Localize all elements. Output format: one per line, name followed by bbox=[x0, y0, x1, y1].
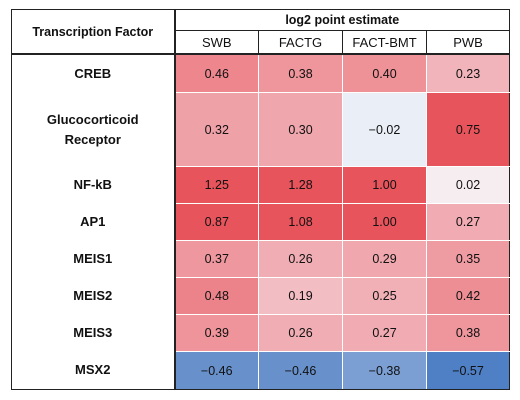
row-label: Glucocorticoid Receptor bbox=[11, 92, 176, 167]
row-label: MEIS1 bbox=[11, 240, 176, 278]
heatmap-cell: 1.00 bbox=[342, 166, 427, 205]
column-header: SWB bbox=[174, 30, 259, 55]
row-label: NF-kB bbox=[11, 166, 176, 204]
heatmap-cell: 0.87 bbox=[174, 203, 259, 242]
heatmap-cell: 0.27 bbox=[342, 314, 427, 353]
heatmap-cell: 1.28 bbox=[258, 166, 343, 205]
heatmap-cell: 1.25 bbox=[174, 166, 259, 205]
row-label: CREB bbox=[11, 54, 176, 93]
row-label: MEIS2 bbox=[11, 277, 176, 315]
heatmap-cell: 0.26 bbox=[258, 240, 343, 279]
heatmap-cell: 0.37 bbox=[174, 240, 259, 279]
table-row: Glucocorticoid Receptor 0.32 0.30 −0.02 0.75 bbox=[11, 92, 511, 168]
heatmap-cell: −0.38 bbox=[342, 351, 427, 390]
heatmap-cell: −0.57 bbox=[425, 351, 511, 390]
heatmap-cell: 0.39 bbox=[174, 314, 259, 353]
heatmap-cell: 1.00 bbox=[342, 203, 427, 242]
heatmap-table: Transcription Factor log2 point estimate… bbox=[11, 9, 511, 390]
column-header: FACT-BMT bbox=[342, 30, 427, 55]
table-row: MEIS3 0.39 0.26 0.27 0.38 bbox=[11, 314, 511, 353]
heatmap-cell: 0.32 bbox=[174, 92, 259, 168]
table-row: MEIS1 0.37 0.26 0.29 0.35 bbox=[11, 240, 511, 279]
heatmap-cell: 0.38 bbox=[258, 53, 343, 94]
heatmap-cell: 1.08 bbox=[258, 203, 343, 242]
heatmap-cell: 0.25 bbox=[342, 277, 427, 316]
row-label: MSX2 bbox=[11, 351, 176, 390]
column-header: FACTG bbox=[258, 30, 343, 55]
column-header: PWB bbox=[426, 30, 511, 55]
table-row: MEIS2 0.48 0.19 0.25 0.42 bbox=[11, 277, 511, 316]
heatmap-cell: −0.46 bbox=[258, 351, 343, 390]
heatmap-cell: 0.27 bbox=[425, 203, 511, 242]
table-row: MSX2 −0.46 −0.46 −0.38 −0.57 bbox=[11, 351, 511, 390]
row-label: MEIS3 bbox=[11, 314, 176, 352]
heatmap-cell: 0.30 bbox=[258, 92, 343, 168]
table-row: AP1 0.87 1.08 1.00 0.27 bbox=[11, 203, 511, 242]
heatmap-cell: 0.40 bbox=[342, 53, 427, 94]
heatmap-cell: 0.02 bbox=[425, 166, 511, 205]
group-header: log2 point estimate bbox=[173, 9, 511, 31]
heatmap-cell: −0.46 bbox=[174, 351, 259, 390]
heatmap-cell: 0.46 bbox=[174, 53, 259, 94]
heatmap-cell: 0.26 bbox=[258, 314, 343, 353]
heatmap-cell: −0.02 bbox=[342, 92, 427, 168]
heatmap-cell: 0.75 bbox=[425, 92, 511, 168]
heatmap-cell: 0.19 bbox=[258, 277, 343, 316]
table-row: NF-kB 1.25 1.28 1.00 0.02 bbox=[11, 166, 511, 205]
heatmap-body: CREB 0.46 0.38 0.40 0.23 Glucocorticoid Recep… bbox=[11, 53, 511, 390]
heatmap-cell: 0.35 bbox=[425, 240, 511, 279]
column-header-row: SWB FACTG FACT-BMT PWB bbox=[12, 30, 511, 55]
row-label: AP1 bbox=[11, 203, 176, 241]
heatmap-cell: 0.38 bbox=[425, 314, 511, 353]
heatmap-cell: 0.29 bbox=[342, 240, 427, 279]
heatmap-cell: 0.23 bbox=[425, 53, 511, 94]
table-row: CREB 0.46 0.38 0.40 0.23 bbox=[11, 53, 511, 94]
heatmap-cell: 0.48 bbox=[174, 277, 259, 316]
row-header: Transcription Factor bbox=[11, 9, 176, 55]
heatmap-cell: 0.42 bbox=[425, 277, 511, 316]
